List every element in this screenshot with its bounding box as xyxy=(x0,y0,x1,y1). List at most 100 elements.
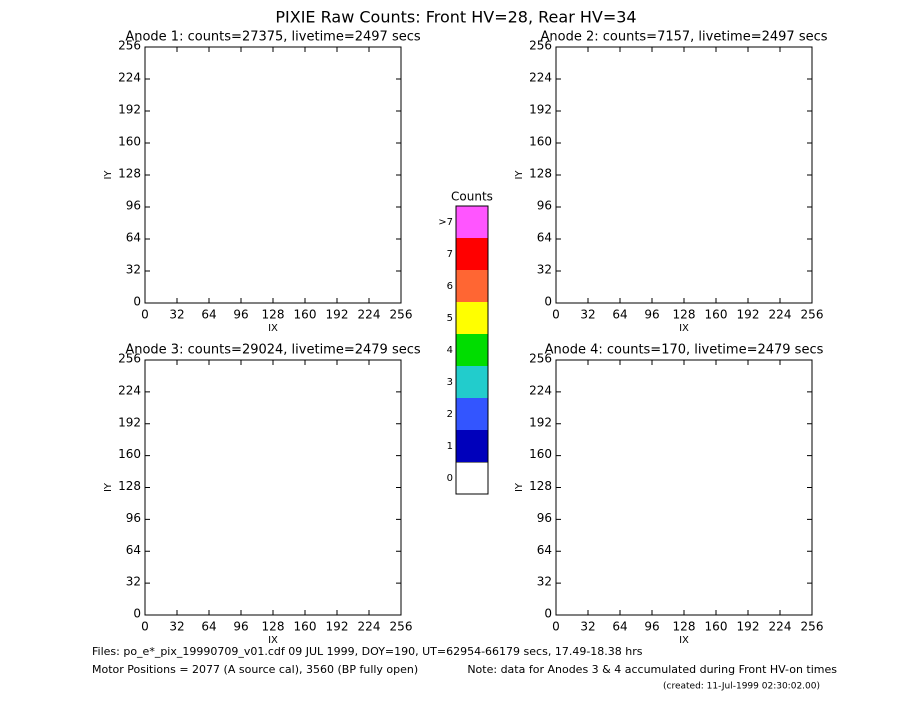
panel-title: Anode 2: counts=7157, livetime=2497 secs xyxy=(540,30,827,45)
x-tick-label: 192 xyxy=(326,308,349,322)
y-tick-label: 32 xyxy=(537,575,552,589)
x-tick-label: 160 xyxy=(705,620,728,634)
y-tick-label: 160 xyxy=(529,447,552,461)
x-tick-label: 96 xyxy=(644,620,659,634)
x-tick-label: 224 xyxy=(769,308,792,322)
x-tick-label: 256 xyxy=(801,620,824,634)
y-tick-label: 256 xyxy=(118,39,141,53)
x-tick-label: 0 xyxy=(552,620,560,634)
x-tick-label: 0 xyxy=(141,620,149,634)
y-axis-label: IY xyxy=(103,170,114,180)
x-axis-label: IX xyxy=(268,635,278,646)
colorbar-label: >7 xyxy=(438,217,453,228)
y-tick-label: 192 xyxy=(529,415,552,429)
x-tick-label: 128 xyxy=(262,308,285,322)
x-tick-label: 32 xyxy=(169,620,184,634)
plot-frame xyxy=(144,46,402,304)
y-tick-label: 96 xyxy=(537,511,552,525)
footer-note: Note: data for Anodes 3 & 4 accumulated … xyxy=(467,663,837,676)
colorbar-swatch xyxy=(456,398,488,430)
y-tick-label: 96 xyxy=(537,199,552,213)
plot-frame xyxy=(144,359,402,616)
x-tick-label: 96 xyxy=(233,308,248,322)
colorbar-swatch xyxy=(455,461,489,495)
x-tick-label: 32 xyxy=(580,620,595,634)
panel-title: Anode 1: counts=27375, livetime=2497 sec… xyxy=(125,30,421,45)
y-tick-label: 224 xyxy=(118,71,141,85)
x-axis-label: IX xyxy=(679,635,689,646)
y-tick-label: 32 xyxy=(537,263,552,277)
footer-motor: Motor Positions = 2077 (A source cal), 3… xyxy=(92,663,418,676)
y-tick-label: 224 xyxy=(529,383,552,397)
colorbar-swatch xyxy=(456,238,488,270)
colorbar-swatch xyxy=(456,270,488,302)
footer-created: (created: 11-Jul-1999 02:30:02.00) xyxy=(663,682,820,692)
x-tick-label: 64 xyxy=(201,308,216,322)
x-tick-label: 256 xyxy=(390,620,413,634)
colorbar-label: 3 xyxy=(447,377,453,388)
colorbar-label: 2 xyxy=(447,409,453,420)
plot-frame xyxy=(555,359,813,616)
y-tick-label: 128 xyxy=(118,167,141,181)
colorbar-swatch xyxy=(456,302,488,334)
x-tick-label: 32 xyxy=(580,308,595,322)
colorbar-swatch xyxy=(456,206,488,238)
y-tick-label: 64 xyxy=(537,231,552,245)
y-tick-label: 0 xyxy=(544,607,552,621)
y-tick-label: 224 xyxy=(529,71,552,85)
x-tick-label: 224 xyxy=(769,620,792,634)
panel-title: Anode 3: counts=29024, livetime=2479 sec… xyxy=(125,343,421,358)
x-tick-label: 192 xyxy=(326,620,349,634)
x-tick-label: 64 xyxy=(201,620,216,634)
y-tick-label: 64 xyxy=(126,543,141,557)
x-tick-label: 128 xyxy=(262,620,285,634)
x-axis-label: IX xyxy=(268,323,278,334)
x-tick-label: 128 xyxy=(673,620,696,634)
y-tick-label: 32 xyxy=(126,263,141,277)
y-tick-label: 96 xyxy=(126,199,141,213)
x-tick-label: 160 xyxy=(294,620,317,634)
y-tick-label: 0 xyxy=(133,295,141,309)
x-tick-label: 64 xyxy=(612,620,627,634)
y-tick-label: 224 xyxy=(118,383,141,397)
colorbar-swatch xyxy=(456,334,488,366)
colorbar-label: 6 xyxy=(447,281,453,292)
x-tick-label: 192 xyxy=(737,308,760,322)
x-axis-label: IX xyxy=(679,323,689,334)
y-tick-label: 192 xyxy=(118,103,141,117)
x-tick-label: 224 xyxy=(358,620,381,634)
colorbar-label: 5 xyxy=(447,313,453,324)
y-tick-label: 160 xyxy=(118,135,141,149)
colorbar-label: 1 xyxy=(447,441,453,452)
y-tick-label: 96 xyxy=(126,511,141,525)
x-tick-label: 256 xyxy=(390,308,413,322)
y-tick-label: 128 xyxy=(529,167,552,181)
plot-frame xyxy=(555,46,813,304)
x-tick-label: 128 xyxy=(673,308,696,322)
y-tick-label: 0 xyxy=(544,295,552,309)
y-tick-label: 160 xyxy=(118,447,141,461)
panel-title: Anode 4: counts=170, livetime=2479 secs xyxy=(545,343,824,358)
y-tick-label: 256 xyxy=(529,39,552,53)
y-tick-label: 128 xyxy=(118,479,141,493)
x-tick-label: 160 xyxy=(294,308,317,322)
y-axis-label: IY xyxy=(514,170,525,180)
y-tick-label: 192 xyxy=(529,103,552,117)
x-tick-label: 32 xyxy=(169,308,184,322)
x-tick-label: 192 xyxy=(737,620,760,634)
colorbar-frame xyxy=(455,205,489,495)
x-tick-label: 0 xyxy=(141,308,149,322)
y-tick-label: 256 xyxy=(118,352,141,366)
page-title: PIXIE Raw Counts: Front HV=28, Rear HV=3… xyxy=(275,8,636,27)
x-tick-label: 96 xyxy=(644,308,659,322)
y-tick-label: 128 xyxy=(529,479,552,493)
colorbar-swatch xyxy=(456,430,488,462)
y-tick-label: 256 xyxy=(529,352,552,366)
y-tick-label: 192 xyxy=(118,415,141,429)
x-tick-label: 0 xyxy=(552,308,560,322)
colorbar-swatch xyxy=(456,366,488,398)
x-tick-label: 64 xyxy=(612,308,627,322)
y-tick-label: 64 xyxy=(537,543,552,557)
colorbar-title: Counts xyxy=(451,190,493,204)
